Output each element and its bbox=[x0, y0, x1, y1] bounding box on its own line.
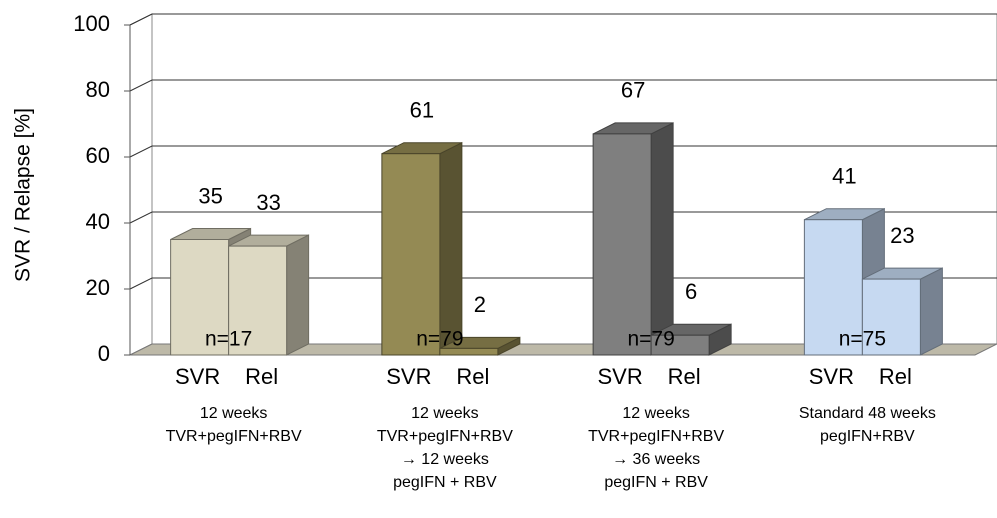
bar-side bbox=[650, 122, 674, 356]
y-tick-label: 100 bbox=[73, 11, 110, 36]
value-label: 61 bbox=[410, 98, 434, 123]
category-label: 12 weeks bbox=[622, 405, 690, 422]
value-label: 6 bbox=[685, 279, 697, 304]
n-label: n=79 bbox=[627, 328, 674, 351]
bar bbox=[592, 122, 674, 356]
bar-front bbox=[170, 239, 230, 356]
grid-line bbox=[129, 79, 997, 92]
grid-line bbox=[129, 211, 997, 224]
side-wall bbox=[129, 13, 153, 356]
bar-side bbox=[286, 234, 310, 356]
category-label: pegIFN + RBV bbox=[604, 474, 708, 491]
bar-side bbox=[439, 141, 463, 356]
series-label: Rel bbox=[456, 364, 489, 389]
category-label: → 36 weeks bbox=[612, 451, 700, 468]
value-label: 41 bbox=[832, 164, 856, 189]
bar-front bbox=[861, 278, 921, 356]
category-label: TVR+pegIFN+RBV bbox=[166, 428, 302, 445]
bar-front bbox=[439, 347, 499, 356]
n-label: n=75 bbox=[839, 328, 886, 351]
bar bbox=[650, 323, 732, 356]
series-label: Rel bbox=[879, 364, 912, 389]
category-label: 12 weeks bbox=[200, 405, 268, 422]
series-label: SVR bbox=[809, 364, 854, 389]
value-label: 33 bbox=[256, 190, 280, 215]
series-label: SVR bbox=[175, 364, 220, 389]
y-tick-label: 20 bbox=[86, 275, 110, 300]
series-label: Rel bbox=[668, 364, 701, 389]
category-label: TVR+pegIFN+RBV bbox=[588, 428, 724, 445]
n-label: n=79 bbox=[416, 328, 463, 351]
bar-side bbox=[919, 267, 943, 356]
y-tick-label: 0 bbox=[98, 341, 110, 366]
value-label: 2 bbox=[474, 292, 486, 317]
category-label: pegIFN + RBV bbox=[393, 474, 497, 491]
category-label: 12 weeks bbox=[411, 405, 479, 422]
value-label: 67 bbox=[621, 78, 645, 103]
bar bbox=[861, 267, 943, 356]
series-label: SVR bbox=[598, 364, 643, 389]
y-tick-label: 80 bbox=[86, 77, 110, 102]
bar-front bbox=[228, 245, 288, 356]
grid-line bbox=[129, 277, 997, 290]
bar-front bbox=[650, 334, 710, 356]
series-label: Rel bbox=[245, 364, 278, 389]
bar-front bbox=[592, 133, 652, 356]
series-label: SVR bbox=[386, 364, 431, 389]
bar bbox=[381, 141, 463, 356]
grid-line bbox=[129, 145, 997, 158]
category-label: → 12 weeks bbox=[401, 451, 489, 468]
y-axis-label: SVR / Relapse [%] bbox=[12, 108, 35, 282]
n-label: n=17 bbox=[205, 328, 252, 351]
bar-front bbox=[381, 153, 441, 356]
category-label: TVR+pegIFN+RBV bbox=[377, 428, 513, 445]
y-tick-label: 40 bbox=[86, 209, 110, 234]
bar bbox=[439, 336, 521, 356]
bar bbox=[228, 234, 310, 356]
grid-line bbox=[129, 13, 997, 26]
category-label: pegIFN+RBV bbox=[820, 428, 915, 445]
category-label: Standard 48 weeks bbox=[799, 405, 936, 422]
value-label: 35 bbox=[198, 183, 222, 208]
value-label: 23 bbox=[890, 223, 914, 248]
y-tick-label: 60 bbox=[86, 143, 110, 168]
